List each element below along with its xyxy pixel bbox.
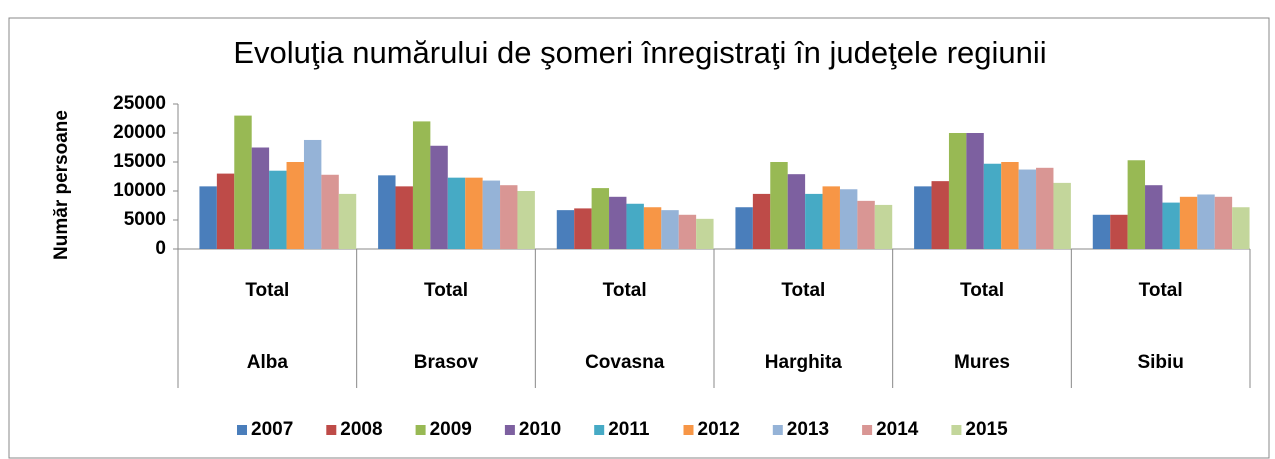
bar	[787, 174, 806, 249]
bar	[303, 139, 322, 249]
chart-title: Evoluţia numărului de şomeri înregistraţ…	[233, 35, 1046, 70]
bar	[1036, 167, 1054, 249]
y-tick-label: 0	[155, 238, 166, 259]
legend-label: 2009	[430, 419, 472, 440]
x-tick-label: Alba	[247, 352, 289, 373]
bar	[661, 210, 679, 249]
bar	[643, 207, 662, 249]
legend-label: 2012	[698, 419, 740, 440]
bar	[574, 208, 592, 249]
bar	[805, 193, 823, 249]
bar	[1145, 185, 1163, 249]
legend-swatch	[237, 425, 247, 435]
bar	[1092, 214, 1111, 249]
x-tick-label: Covasna	[585, 352, 665, 373]
bar	[1001, 162, 1019, 249]
legend-swatch	[862, 425, 873, 435]
bar	[822, 186, 840, 249]
bar	[286, 162, 304, 249]
legend-label: 2010	[519, 419, 561, 440]
bar	[412, 121, 431, 249]
bar	[556, 210, 575, 249]
bar	[321, 174, 339, 249]
x-tick-sublabel: Total	[960, 280, 1004, 301]
bar	[839, 189, 858, 249]
bar	[1127, 160, 1146, 249]
bar	[914, 186, 932, 249]
bar	[234, 115, 252, 249]
bar	[395, 186, 413, 249]
bar	[609, 196, 627, 249]
x-tick-sublabel: Total	[603, 280, 647, 301]
bar	[269, 170, 287, 249]
bar	[465, 177, 483, 249]
bar	[678, 214, 697, 249]
bar	[696, 218, 714, 249]
legend-swatch	[326, 425, 337, 435]
bar	[1162, 202, 1180, 249]
y-tick-label: 25000	[113, 93, 166, 114]
x-tick-label: Sibiu	[1137, 352, 1183, 373]
bar	[517, 191, 535, 249]
y-axis-label: Număr persoane	[51, 110, 72, 260]
legend-swatch	[951, 425, 962, 435]
legend-swatch	[504, 425, 515, 435]
bar	[1179, 196, 1198, 249]
legend-swatch	[594, 425, 605, 435]
bar	[752, 193, 771, 249]
y-tick-label: 15000	[113, 151, 166, 172]
bar	[447, 177, 466, 249]
bar	[500, 185, 518, 249]
x-tick-sublabel: Total	[781, 280, 825, 301]
legend-label: 2014	[876, 419, 919, 440]
bar	[251, 147, 270, 249]
bar	[770, 162, 788, 249]
bar	[1110, 214, 1128, 249]
bar	[931, 181, 949, 249]
bar	[874, 204, 893, 249]
bar	[430, 145, 448, 249]
bar	[948, 133, 967, 249]
bar	[966, 133, 984, 249]
legend-swatch	[683, 425, 694, 435]
bar	[378, 175, 396, 249]
bar	[482, 180, 501, 249]
x-tick-sublabel: Total	[424, 280, 468, 301]
x-tick-label: Mures	[954, 352, 1010, 373]
bar	[338, 193, 357, 249]
bar	[1214, 196, 1233, 249]
bar	[591, 188, 610, 249]
y-tick-label: 10000	[113, 180, 166, 201]
legend-label: 2011	[608, 419, 650, 440]
x-tick-label: Harghita	[765, 352, 843, 373]
bar	[199, 186, 217, 249]
legend-label: 2013	[787, 419, 829, 440]
bar	[857, 200, 875, 249]
legend-label: 2007	[251, 419, 293, 440]
bar	[735, 207, 753, 249]
bar	[216, 173, 235, 249]
y-tick-label: 20000	[113, 122, 166, 143]
bar	[983, 163, 1002, 249]
bar	[1018, 169, 1037, 249]
legend-label: 2008	[340, 419, 382, 440]
legend-swatch	[415, 425, 426, 435]
x-tick-sublabel: Total	[1139, 280, 1183, 301]
x-tick-sublabel: Total	[245, 280, 289, 301]
bar	[1197, 194, 1215, 249]
y-tick-label: 5000	[124, 209, 166, 230]
bar	[1053, 182, 1071, 249]
legend-swatch	[772, 425, 783, 435]
x-tick-label: Brasov	[414, 352, 479, 373]
bar	[626, 203, 644, 249]
legend-label: 2015	[965, 419, 1008, 440]
bar	[1232, 207, 1250, 249]
